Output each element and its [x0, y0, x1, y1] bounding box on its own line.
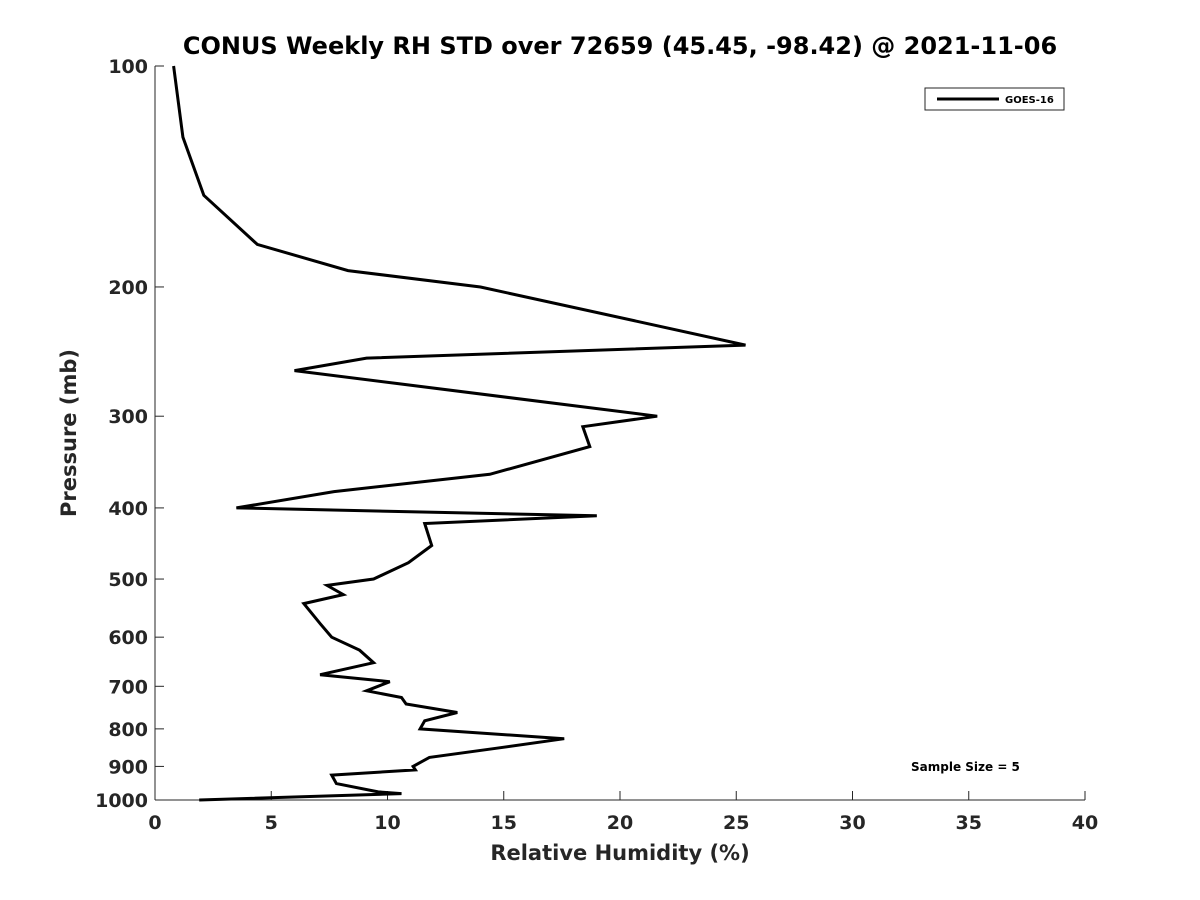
- legend: GOES-16: [924, 87, 1065, 111]
- legend-label-goes-16: GOES-16: [1005, 95, 1054, 106]
- x-axis-ticks: 0 5 10 15 20 25 30 35 40: [148, 791, 1098, 834]
- y-tick-label: 800: [108, 719, 148, 741]
- y-tick-label: 900: [108, 756, 148, 778]
- y-axis-ticks: 100 200 300 400 500 600 700 800 900 1000: [95, 56, 164, 812]
- x-tick-label: 35: [956, 812, 982, 834]
- y-tick-label: 400: [108, 498, 148, 520]
- y-tick-label: 1000: [95, 790, 148, 812]
- chart-title: CONUS Weekly RH STD over 72659 (45.45, -…: [183, 32, 1057, 60]
- series-layer: [172, 65, 746, 802]
- y-tick-label: 500: [108, 569, 148, 591]
- y-tick-label: 700: [108, 676, 148, 698]
- x-tick-label: 15: [491, 812, 517, 834]
- series-line-goes-16: [172, 65, 746, 802]
- y-tick-label: 200: [108, 277, 148, 299]
- x-tick-label: 10: [374, 812, 400, 834]
- x-tick-label: 30: [839, 812, 865, 834]
- x-tick-label: 0: [148, 812, 161, 834]
- y-axis-label: Pressure (mb): [57, 349, 81, 517]
- y-tick-label: 300: [108, 406, 148, 428]
- y-tick-label: 600: [108, 627, 148, 649]
- x-tick-label: 20: [607, 812, 633, 834]
- sample-size-annotation: Sample Size = 5: [911, 760, 1020, 774]
- x-tick-label: 40: [1072, 812, 1098, 834]
- x-tick-label: 5: [265, 812, 278, 834]
- x-axis-label: Relative Humidity (%): [490, 841, 749, 865]
- x-tick-label: 25: [723, 812, 749, 834]
- y-tick-label: 100: [108, 56, 148, 78]
